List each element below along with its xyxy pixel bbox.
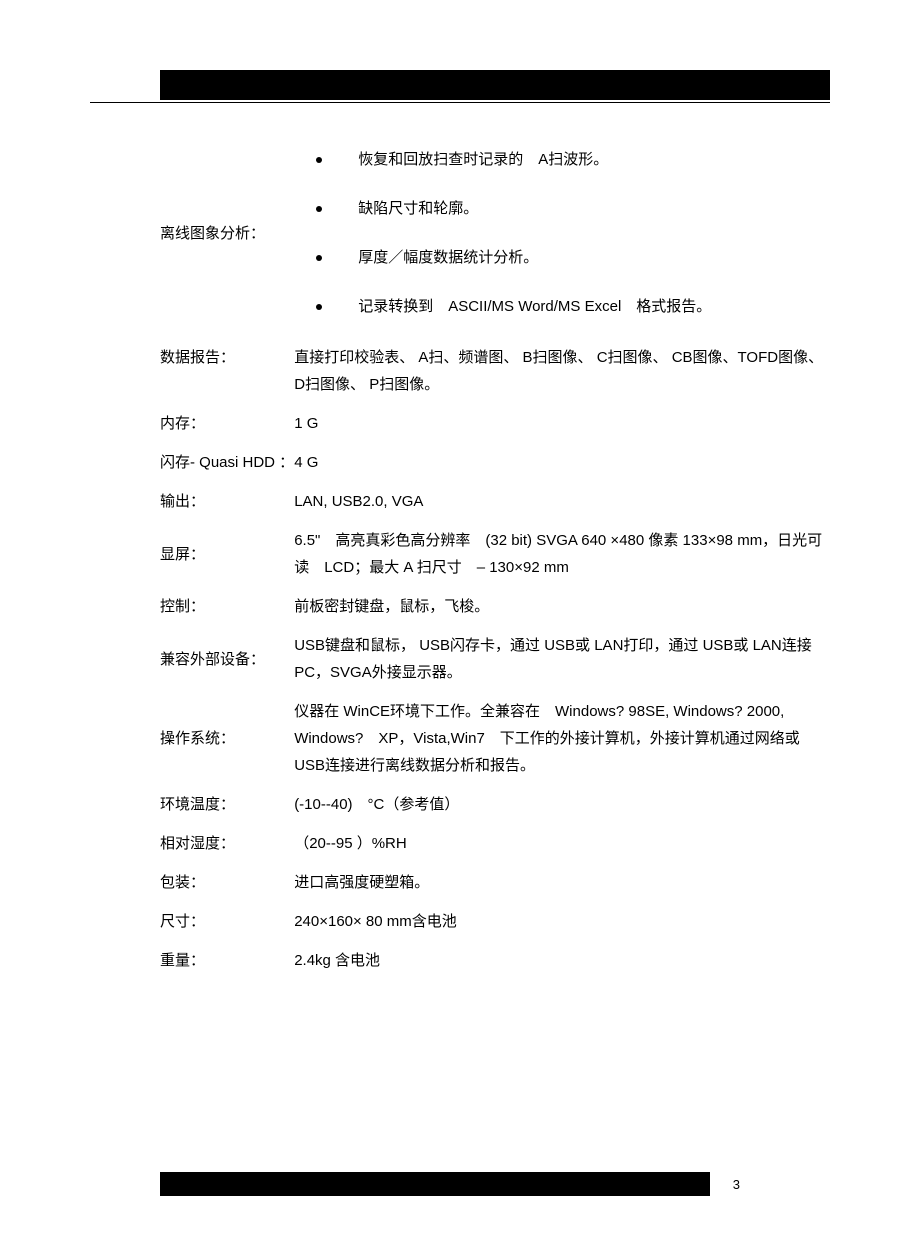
footer-redaction-bar [160, 1172, 710, 1196]
specification-table: 离线图象分析： 恢复和回放扫查时记录的 A扫波形。 缺陷尺寸和轮廓。 厚度／幅度… [90, 128, 830, 980]
bullet-marker [296, 234, 356, 281]
value-control: 前板密封键盘，鼠标，飞梭。 [294, 587, 830, 626]
row-compat: 兼容外部设备： USB键盘和鼠标， USB闪存卡，通过 USB或 LAN打印，通… [90, 626, 830, 692]
value-display: 6.5" 高亮真彩色高分辨率 (32 bit) SVGA 640 ×480 像素… [294, 521, 830, 587]
bullet-text: 恢复和回放扫查时记录的 A扫波形。 [358, 136, 828, 183]
label-display: 显屏： [90, 521, 294, 587]
bullet-dot-icon [316, 304, 322, 310]
bullet-dot-icon [316, 157, 322, 163]
row-weight: 重量： 2.4kg 含电池 [90, 941, 830, 980]
row-humidity: 相对湿度： （20--95 ）%RH [90, 824, 830, 863]
bullet-text: 记录转换到 ASCII/MS Word/MS Excel 格式报告。 [358, 283, 828, 330]
value-offline-analysis: 恢复和回放扫查时记录的 A扫波形。 缺陷尺寸和轮廓。 厚度／幅度数据统计分析。 … [294, 128, 830, 338]
label-offline-analysis: 离线图象分析： [90, 128, 294, 338]
label-packaging: 包装： [90, 863, 294, 902]
page-number: 3 [733, 1173, 740, 1196]
label-humidity: 相对湿度： [90, 824, 294, 863]
bullet-dot-icon [316, 255, 322, 261]
bullet-marker [296, 136, 356, 183]
label-weight: 重量： [90, 941, 294, 980]
row-offline-analysis: 离线图象分析： 恢复和回放扫查时记录的 A扫波形。 缺陷尺寸和轮廓。 厚度／幅度… [90, 128, 830, 338]
value-os: 仪器在 WinCE环境下工作。全兼容在 Windows? 98SE, Windo… [294, 692, 830, 785]
header-redaction-bar [160, 70, 830, 100]
label-data-report: 数据报告： [90, 338, 294, 404]
value-flash: 4 G [294, 443, 830, 482]
label-output: 输出： [90, 482, 294, 521]
bullet-item: 记录转换到 ASCII/MS Word/MS Excel 格式报告。 [296, 283, 828, 330]
value-size: 240×160× 80 mm含电池 [294, 902, 830, 941]
value-memory: 1 G [294, 404, 830, 443]
bullet-text: 厚度／幅度数据统计分析。 [358, 234, 828, 281]
value-data-report: 直接打印校验表、 A扫、频谱图、 B扫图像、 C扫图像、 CB图像、TOFD图像… [294, 338, 830, 404]
row-output: 输出： LAN, USB2.0, VGA [90, 482, 830, 521]
label-size: 尺寸： [90, 902, 294, 941]
row-flash: 闪存- Quasi HDD ： 4 G [90, 443, 830, 482]
label-env-temp: 环境温度： [90, 785, 294, 824]
bullet-item: 恢复和回放扫查时记录的 A扫波形。 [296, 136, 828, 183]
bullet-dot-icon [316, 206, 322, 212]
value-weight: 2.4kg 含电池 [294, 941, 830, 980]
value-humidity: （20--95 ）%RH [294, 824, 830, 863]
label-flash: 闪存- Quasi HDD ： [90, 443, 294, 482]
bullet-list: 恢复和回放扫查时记录的 A扫波形。 缺陷尺寸和轮廓。 厚度／幅度数据统计分析。 … [294, 134, 830, 332]
document-page: 离线图象分析： 恢复和回放扫查时记录的 A扫波形。 缺陷尺寸和轮廓。 厚度／幅度… [0, 0, 920, 980]
label-compat: 兼容外部设备： [90, 626, 294, 692]
bullet-marker [296, 283, 356, 330]
row-env-temp: 环境温度： (-10--40) °C（参考值） [90, 785, 830, 824]
bullet-marker [296, 185, 356, 232]
value-packaging: 进口高强度硬塑箱。 [294, 863, 830, 902]
value-compat: USB键盘和鼠标， USB闪存卡，通过 USB或 LAN打印，通过 USB或 L… [294, 626, 830, 692]
label-os: 操作系统： [90, 692, 294, 785]
row-control: 控制： 前板密封键盘，鼠标，飞梭。 [90, 587, 830, 626]
bullet-item: 缺陷尺寸和轮廓。 [296, 185, 828, 232]
bullet-text: 缺陷尺寸和轮廓。 [358, 185, 828, 232]
row-size: 尺寸： 240×160× 80 mm含电池 [90, 902, 830, 941]
bullet-item: 厚度／幅度数据统计分析。 [296, 234, 828, 281]
row-os: 操作系统： 仪器在 WinCE环境下工作。全兼容在 Windows? 98SE,… [90, 692, 830, 785]
row-display: 显屏： 6.5" 高亮真彩色高分辨率 (32 bit) SVGA 640 ×48… [90, 521, 830, 587]
label-control: 控制： [90, 587, 294, 626]
row-memory: 内存： 1 G [90, 404, 830, 443]
row-packaging: 包装： 进口高强度硬塑箱。 [90, 863, 830, 902]
header-divider [90, 102, 830, 103]
label-memory: 内存： [90, 404, 294, 443]
value-output: LAN, USB2.0, VGA [294, 482, 830, 521]
value-env-temp: (-10--40) °C（参考值） [294, 785, 830, 824]
row-data-report: 数据报告： 直接打印校验表、 A扫、频谱图、 B扫图像、 C扫图像、 CB图像、… [90, 338, 830, 404]
